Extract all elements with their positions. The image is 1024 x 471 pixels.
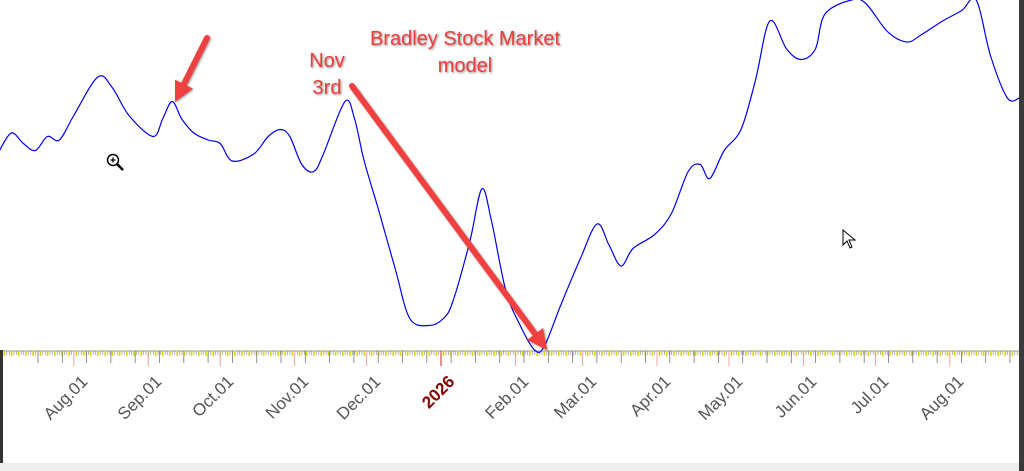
annotation-date: Nov 3rd: [300, 48, 354, 102]
left-border: [0, 350, 3, 463]
annotation-title-line1: Bradley Stock Market: [369, 28, 561, 50]
annotation-date-line2: 3rd: [312, 77, 342, 99]
zoom-cursor-icon: [106, 153, 124, 171]
right-border: [1019, 0, 1024, 471]
arrow-to-feb-low: [349, 83, 547, 350]
arrow-to-sep-peak: [175, 35, 210, 102]
x-axis-ticks: [0, 350, 1024, 366]
annotation-title: Bradley Stock Market model: [340, 26, 590, 80]
series-line: [0, 0, 1020, 354]
annotation-date-line1: Nov: [309, 50, 345, 72]
mouse-pointer-icon: [842, 229, 857, 249]
annotation-arrows: [175, 35, 547, 350]
bottom-band: [0, 463, 1024, 471]
annotation-title-line2: model: [437, 55, 493, 77]
